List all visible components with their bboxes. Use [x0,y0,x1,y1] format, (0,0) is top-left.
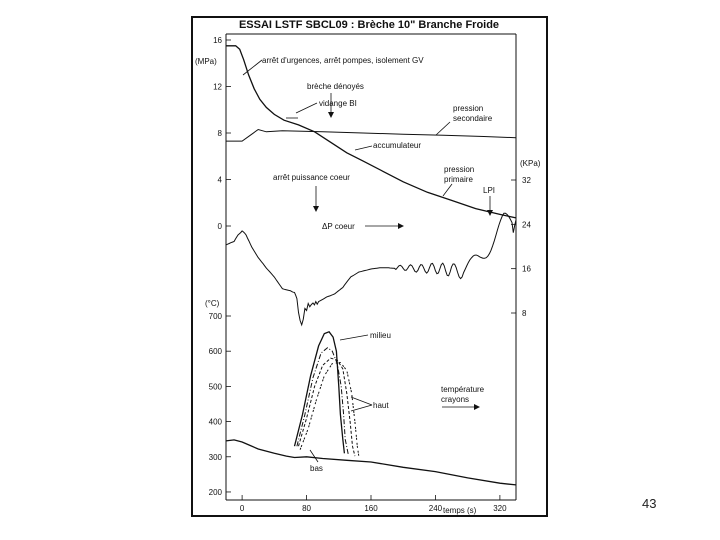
pointer-emergency [242,59,263,76]
pointer-secondary [435,121,451,136]
annotation-primary-2: primaire [444,175,473,184]
pointer-accumulateur [354,145,373,151]
annotation-primary-1: pression [444,165,474,174]
series-layer [225,45,517,486]
annotation-haut: haut [373,401,389,410]
dp-unit-label: (KPa) [520,159,541,168]
series-line-temperature [293,331,346,454]
temperature-unit-label: (°C) [205,299,220,308]
page-number: 43 [642,496,657,511]
dp-tick-label: 32 [522,176,531,185]
series-line-temperature [298,357,356,457]
chart-title: ESSAI LSTF SBCL09 : Brèche 10" Branche F… [239,19,499,31]
series-line-temperature [296,347,349,456]
series-line-pressure [226,45,517,219]
annotation-lpi: LPI [483,186,495,195]
x-tick-label: 320 [493,504,507,513]
series-line-temperature [225,439,517,486]
arrowhead-breche [328,112,334,118]
ticks-layer: 0 80 160 240 320 0 4 8 12 16 8 16 24 32 200 300 400 500 60… [209,36,532,513]
annotation-arret-puissance: arrêt puissance coeur [273,173,350,182]
dp-tick-label: 8 [522,309,527,318]
pressure-unit-label: (MPa) [195,57,217,66]
series-line-dp [225,212,517,327]
pointer-haut-1 [350,396,373,406]
annotation-temperature-1: température [441,385,485,394]
pointer-vidange [295,102,318,114]
annotation-dp-coeur: ΔP coeur [322,222,355,231]
pressure-tick-label: 0 [218,222,223,231]
arrowhead-lpi [487,210,493,216]
temperature-tick-label: 500 [209,382,223,391]
arrowhead-temperature [474,404,480,410]
series-line-pressure [226,128,517,142]
annotation-secondary-2: secondaire [453,114,493,123]
x-tick-label: 240 [429,504,443,513]
dp-tick-label: 24 [522,220,531,229]
x-tick-label: 80 [302,504,311,513]
temperature-tick-label: 600 [209,347,223,356]
temperature-tick-label: 200 [209,488,223,497]
arrowheads [313,112,493,410]
pressure-tick-label: 16 [213,36,222,45]
pressure-tick-label: 4 [218,176,223,185]
pressure-tick-label: 8 [218,129,223,138]
annotation-milieu: milieu [370,331,391,340]
x-axis-label: temps (s) [443,506,477,515]
x-tick-label: 0 [240,504,245,513]
annotation-emergency: arrêt d'urgences, arrêt pompes, isolemen… [262,56,424,65]
dp-tick-label: 16 [522,265,531,274]
series-line-temperature [299,361,360,457]
annotation-temperature-2: crayons [441,395,469,404]
annotation-secondary-1: pression [453,104,483,113]
figure-frame [191,16,548,517]
pointer-haut-2 [350,404,373,412]
pointer-bas [309,449,319,463]
annotation-breche: brèche dénoyés [307,82,364,91]
annotation-accumulateur: accumulateur [373,141,421,150]
temperature-tick-label: 700 [209,312,223,321]
x-tick-label: 160 [364,504,378,513]
arrowhead-arret [313,206,319,212]
pointer-primary [442,183,453,197]
arrowhead-dp [398,223,404,229]
temperature-tick-label: 400 [209,418,223,427]
annotation-bas: bas [310,464,323,473]
pressure-tick-label: 12 [213,83,222,92]
annotation-pointers [242,59,491,463]
annotation-vidange: vidange BI [319,99,357,108]
temperature-tick-label: 300 [209,453,223,462]
pointer-milieu [339,334,369,341]
